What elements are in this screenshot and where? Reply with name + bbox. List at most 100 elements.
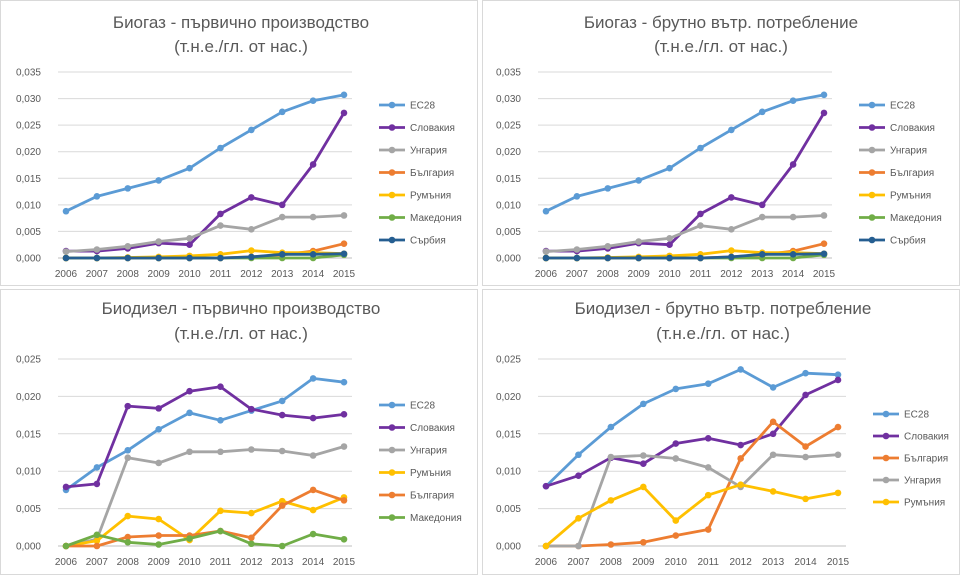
data-point-българия (93, 542, 101, 550)
data-point-словакия (217, 210, 224, 218)
data-point-унгария (155, 238, 162, 245)
data-point-румъния (542, 542, 550, 550)
x-tick-label: 2007 (86, 557, 109, 568)
x-tick-label: 2015 (333, 269, 356, 280)
data-point-ес28 (635, 177, 642, 184)
data-point-румъния (217, 507, 224, 515)
y-tick-label: 0,030 (16, 94, 41, 105)
data-point-ес28 (640, 400, 647, 408)
data-point-българия (802, 443, 809, 450)
chart-svg-3: Биодизел - брутно вътр. потребление (т.н.… (496, 299, 949, 568)
legend-marker-унгария (388, 146, 396, 154)
data-point-румъния (155, 515, 162, 523)
data-point-словакия (309, 161, 317, 168)
y-tick-label: 0,010 (496, 200, 521, 211)
legend-marker-българия (868, 169, 876, 176)
data-point-българия (155, 532, 162, 539)
legend-marker-македония (388, 214, 396, 221)
data-point-унгария (672, 455, 680, 462)
series-line-българия (544, 420, 840, 548)
series-line-румъния (544, 483, 840, 548)
series-line-унгария (544, 453, 840, 548)
legend-label-румъния: Румъния (410, 468, 451, 479)
data-point-унгария (278, 213, 286, 221)
legend-label-румъния: Румъния (410, 191, 451, 202)
data-point-македония (217, 527, 224, 535)
x-tick-label: 2014 (302, 269, 325, 280)
legend-marker-румъния (882, 498, 890, 506)
data-point-румъния (248, 247, 255, 254)
legend-label-сърбия: Сърбия (410, 235, 446, 247)
y-tick-label: 0,005 (496, 227, 521, 238)
data-point-словакия (248, 405, 255, 413)
legend-label-словакия: Словакия (410, 123, 455, 134)
data-point-словакия (93, 480, 101, 488)
y-tick-label: 0,025 (16, 121, 41, 132)
data-point-румъния (802, 495, 809, 503)
legend-label-българия: България (410, 491, 454, 502)
data-point-словакия (155, 405, 162, 412)
y-tick-label: 0,025 (16, 355, 41, 366)
data-point-унгария (820, 212, 828, 219)
chart-subtitle: (т.н.е./гл. от нас.) (174, 37, 308, 56)
legend-marker-македония (868, 214, 876, 221)
x-tick-label: 2012 (240, 269, 263, 280)
data-point-македония (155, 541, 162, 548)
data-point-румъния (834, 489, 842, 497)
chart-subtitle: (т.н.е./гл. от нас.) (654, 37, 788, 56)
series-line-унгария (544, 214, 826, 254)
data-point-унгария (635, 238, 642, 245)
data-point-сърбия (309, 250, 317, 258)
data-point-ес28 (93, 193, 101, 200)
series-line-ес28 (64, 377, 346, 492)
data-point-словакия (672, 440, 680, 447)
legend-label-словакия: Словакия (410, 423, 455, 434)
data-point-унгария (186, 448, 193, 456)
legend-label-българия: България (410, 168, 454, 179)
x-tick-label: 2006 (55, 269, 78, 280)
data-point-българия (769, 418, 777, 426)
data-point-българия (834, 423, 842, 431)
data-point-унгария (217, 448, 224, 456)
y-tick-label: 0,035 (16, 68, 41, 79)
x-tick-label: 2015 (333, 557, 356, 568)
data-point-унгария (248, 226, 255, 233)
data-point-българия (820, 240, 828, 247)
data-point-българия (737, 455, 744, 462)
data-point-унгария (124, 454, 132, 462)
legend-marker-ес28 (882, 410, 890, 418)
legend-marker-българия (388, 491, 396, 499)
y-tick-label: 0,010 (16, 467, 41, 478)
data-point-румъния (704, 491, 712, 499)
data-point-унгария (573, 246, 581, 253)
data-point-сърбия (248, 253, 255, 261)
chart-panel-biogas-primary-production: Биогаз - първично производство (т.н.е./гл… (0, 0, 478, 286)
data-point-словакия (542, 482, 550, 490)
data-point-македония (248, 540, 255, 548)
data-point-словакия (278, 411, 286, 419)
series-line-ес28 (544, 368, 840, 488)
data-point-сърбия (217, 254, 224, 262)
x-tick-label: 2012 (730, 557, 753, 568)
data-point-словакия (704, 434, 712, 442)
y-tick-label: 0,005 (16, 227, 41, 238)
x-tick-label: 2011 (690, 269, 712, 280)
data-point-унгария (575, 542, 582, 550)
x-tick-label: 2011 (697, 557, 719, 568)
x-tick-label: 2010 (658, 269, 681, 280)
legend-label-унгария: Унгария (904, 476, 941, 487)
chart-panel-biodiesel-gross-consumption: Биодизел - брутно вътр. потребление (т.н.… (482, 289, 960, 575)
legend-marker-българия (882, 454, 890, 462)
data-point-ес28 (278, 397, 286, 405)
x-tick-label: 2015 (813, 269, 836, 280)
data-point-унгария (155, 459, 162, 467)
chart-title: Биогаз - брутно вътр. потребление (584, 13, 858, 32)
data-point-сърбия (789, 250, 797, 258)
x-tick-label: 2009 (628, 269, 651, 280)
y-tick-label: 0,020 (16, 147, 41, 158)
data-point-словакия (789, 161, 797, 168)
data-point-българия (672, 532, 680, 539)
data-point-словакия (834, 376, 842, 384)
data-point-словакия (340, 411, 348, 418)
data-point-унгария (186, 235, 193, 242)
